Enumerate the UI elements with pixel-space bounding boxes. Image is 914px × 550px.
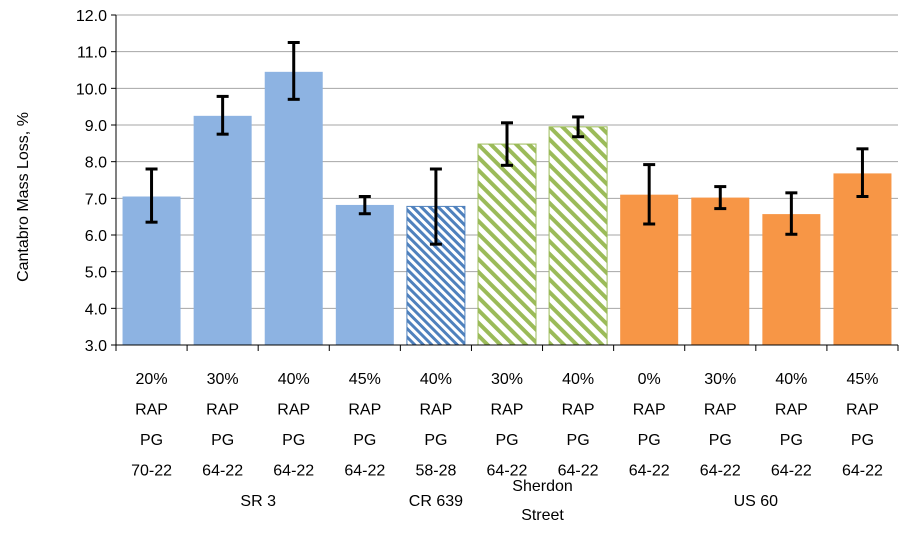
x-category-label-line: PG [709, 432, 732, 449]
x-category-label: 30% RAP PG 64-22 [202, 371, 243, 480]
x-category-label-line: 64-22 [629, 463, 670, 480]
group-label-line: US 60 [734, 493, 779, 510]
x-category-label: 40% RAP PG 64-22 [558, 371, 599, 480]
bar [477, 143, 537, 346]
group-label: Sherdon Street [512, 478, 573, 524]
y-tick-label: 12.0 [76, 8, 107, 25]
x-category-label-line: 64-22 [487, 463, 528, 480]
y-tick-label: 4.0 [85, 301, 107, 318]
bar [264, 71, 323, 345]
group-label-line: SR 3 [240, 493, 276, 510]
y-tick-label: 5.0 [85, 265, 107, 282]
x-category-label: 30% RAP PG 64-22 [700, 371, 741, 480]
group-label: US 60 [734, 493, 779, 510]
x-category-label-line: RAP [704, 402, 737, 419]
bar [335, 204, 394, 345]
x-category-label-line: PG [353, 432, 376, 449]
x-category-label-line: 64-22 [771, 463, 812, 480]
y-tick-label: 6.0 [85, 228, 107, 245]
x-category-label-line: RAP [562, 402, 595, 419]
x-category-label-line: 20% [136, 371, 168, 388]
x-category-label-line: 45% [846, 371, 878, 388]
x-category-label-line: RAP [846, 402, 879, 419]
x-category-label-line: PG [780, 432, 803, 449]
y-tick-label: 8.0 [85, 155, 107, 172]
x-category-label: 40% RAP PG 58-28 [415, 371, 456, 480]
x-category-label-line: 30% [491, 371, 523, 388]
bar [762, 214, 821, 345]
error-bars [145, 41, 869, 246]
x-category-label-line: PG [424, 432, 447, 449]
group-label: SR 3 [240, 493, 276, 510]
x-category-label-line: PG [851, 432, 874, 449]
group-labels: SR 3 CR 639 Sherdon Street US 60 [240, 478, 778, 524]
x-category-label-line: 30% [207, 371, 239, 388]
x-category-label: 45% RAP PG 64-22 [842, 371, 883, 480]
x-category-label-line: 40% [420, 371, 452, 388]
x-category-label-line: PG [638, 432, 661, 449]
x-category-label: 40% RAP PG 64-22 [273, 371, 314, 480]
x-category-label-line: PG [211, 432, 234, 449]
x-category-label-line: RAP [348, 402, 381, 419]
x-category-label-line: 64-22 [202, 463, 243, 480]
x-category-label-line: PG [567, 432, 590, 449]
x-category-label-line: 64-22 [842, 463, 883, 480]
x-category-label-line: RAP [419, 402, 452, 419]
x-category-label: 0% RAP PG 64-22 [629, 371, 670, 480]
x-category-label: 30% RAP PG 64-22 [487, 371, 528, 480]
x-category-label-line: 64-22 [700, 463, 741, 480]
x-category-label: 40% RAP PG 64-22 [771, 371, 812, 480]
bar [691, 197, 750, 345]
y-tick-label: 11.0 [77, 45, 107, 62]
y-tick-label: 3.0 [85, 338, 107, 355]
y-tick-label: 9.0 [85, 118, 107, 135]
x-category-label-line: RAP [206, 402, 239, 419]
x-category-label-line: RAP [135, 402, 168, 419]
x-category-label-line: 0% [638, 371, 661, 388]
y-tick-label: 7.0 [85, 191, 107, 208]
x-category-label-line: 64-22 [558, 463, 599, 480]
x-category-label-line: 64-22 [344, 463, 385, 480]
x-category-label-line: RAP [775, 402, 808, 419]
x-category-label-line: 70-22 [131, 463, 172, 480]
x-category-label-line: PG [140, 432, 163, 449]
x-category-label-line: 30% [704, 371, 736, 388]
x-category-label-line: 58-28 [415, 463, 456, 480]
bar [193, 115, 252, 345]
x-category-label-line: 64-22 [273, 463, 314, 480]
x-category-label-line: RAP [277, 402, 310, 419]
group-label-line: Street [521, 507, 564, 524]
y-tick-label: 10.0 [76, 81, 107, 98]
bars [122, 71, 892, 346]
x-category-label-line: PG [495, 432, 518, 449]
x-category-label: 45% RAP PG 64-22 [344, 371, 385, 480]
axes [111, 14, 899, 351]
x-category-label: 20% RAP PG 70-22 [131, 371, 172, 480]
x-category-label-line: 40% [562, 371, 594, 388]
x-category-label-line: 40% [775, 371, 807, 388]
y-tick-labels: 3.0 4.0 5.0 6.0 7.0 8.0 9.0 10.0 11.0 12.0 [76, 8, 107, 355]
x-category-label-line: 40% [278, 371, 310, 388]
bar [548, 126, 608, 346]
group-label: CR 639 [409, 493, 463, 510]
x-category-label-line: RAP [633, 402, 666, 419]
y-axis-title: Cantabro Mass Loss, % [15, 112, 32, 282]
x-category-label-line: PG [282, 432, 305, 449]
group-label-line: CR 639 [409, 493, 463, 510]
group-label-line: Sherdon [512, 478, 573, 495]
x-category-label-line: RAP [491, 402, 524, 419]
bar [833, 173, 892, 345]
x-category-label-line: 45% [349, 371, 381, 388]
